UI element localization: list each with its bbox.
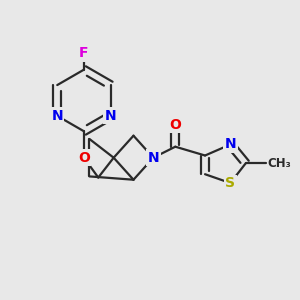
Text: O: O (78, 151, 90, 165)
Text: N: N (148, 151, 159, 165)
Text: N: N (224, 137, 236, 152)
Text: N: N (105, 109, 116, 123)
Text: O: O (169, 118, 181, 132)
Text: N: N (51, 109, 63, 123)
Text: F: F (79, 46, 89, 60)
Text: S: S (225, 176, 236, 190)
Text: CH₃: CH₃ (268, 157, 292, 170)
